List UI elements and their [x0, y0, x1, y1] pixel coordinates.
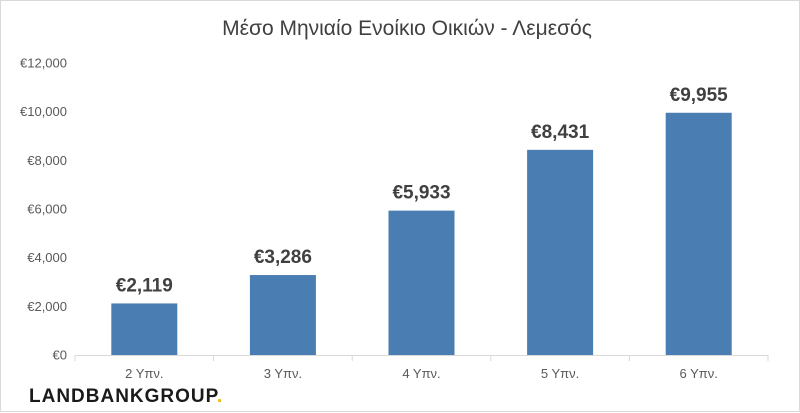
data-label: €9,955	[670, 85, 729, 106]
y-tick-label: €6,000	[27, 202, 67, 217]
y-tick-label: €10,000	[20, 104, 67, 119]
bar	[527, 149, 594, 355]
bar	[111, 303, 178, 355]
logo-text-landbank: LANDBANK	[29, 386, 145, 407]
x-axis: 2 Υπν. 3 Υπν. 4 Υπν. 5 Υπν. 6 Υπν.	[74, 355, 769, 381]
bar	[249, 275, 316, 355]
data-label: €2,119	[116, 275, 173, 296]
y-tick-label: €12,000	[20, 56, 67, 71]
y-tick-label: €2,000	[27, 299, 67, 314]
logo-text-group: GROUP	[144, 386, 217, 407]
data-label: €3,286	[254, 247, 312, 268]
x-tick-label: 5 Υπν.	[541, 366, 579, 381]
bar	[388, 210, 455, 355]
data-label: €8,431	[531, 122, 590, 143]
bar	[665, 112, 732, 356]
y-tick-label: €0	[53, 348, 67, 363]
x-tick-label: 6 Υπν.	[680, 366, 718, 381]
logo-dot: .	[216, 386, 224, 407]
chart-title: Μέσο Μηνιαίο Ενοίκιο Οικιών - Λεμεσός	[222, 17, 592, 40]
y-tick-label: €4,000	[27, 250, 67, 265]
landbank-group-logo: LANDBANKGROUP.	[29, 387, 223, 407]
data-labels: €2,119 €3,286 €5,933 €8,431 €9,955	[116, 85, 728, 297]
x-tick-label: 4 Υπν.	[402, 366, 440, 381]
y-tick-label: €8,000	[27, 153, 67, 168]
x-tick-label: 2 Υπν.	[125, 366, 163, 381]
x-tick-label: 3 Υπν.	[264, 366, 302, 381]
data-label: €5,933	[392, 183, 450, 204]
y-axis: €0 €2,000 €4,000 €6,000 €8,000 €10,000 €12,000	[20, 56, 67, 363]
bars	[111, 112, 732, 356]
